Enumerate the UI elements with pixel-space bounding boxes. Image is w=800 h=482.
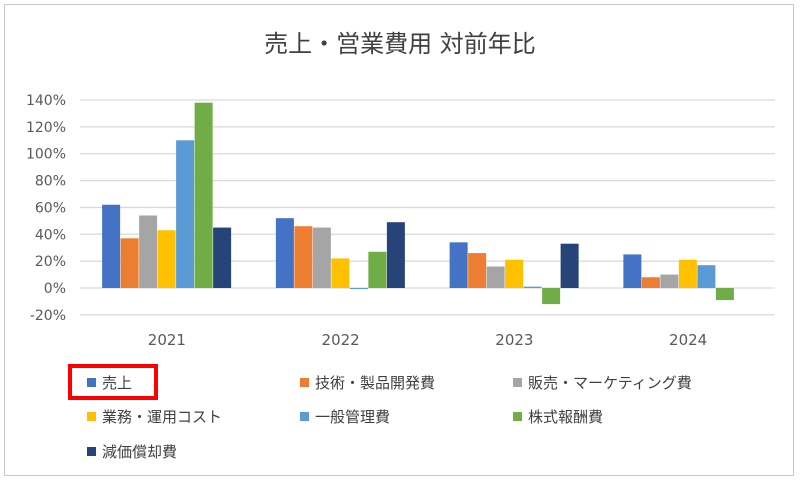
bar-2-0	[449, 242, 468, 288]
y-tick-label: 140%	[26, 93, 66, 109]
bar-0-3	[157, 230, 176, 288]
y-tick-label: -20%	[30, 308, 66, 324]
bar-3-3	[678, 259, 697, 288]
bar-0-5	[194, 102, 213, 288]
bar-3-0	[623, 254, 642, 288]
bar-0-1	[120, 238, 139, 288]
y-tick-label: 40%	[35, 227, 66, 243]
y-tick-label: 100%	[26, 147, 66, 163]
y-tick-label: 0%	[44, 281, 66, 297]
x-tick-label: 2021	[148, 331, 186, 349]
x-tick-label: 2024	[669, 331, 707, 349]
x-tick-label: 2022	[322, 331, 360, 349]
bar-0-4	[176, 140, 195, 288]
bar-0-6	[213, 227, 232, 288]
bar-2-3	[505, 259, 524, 288]
y-tick-label: 60%	[35, 200, 66, 216]
bar-1-1	[294, 226, 313, 288]
x-tick-label: 2023	[495, 331, 533, 349]
bar-3-1	[641, 277, 660, 288]
y-tick-label: 120%	[26, 120, 66, 136]
bar-1-5	[368, 251, 387, 288]
chart-title: 売上・営業費用 対前年比	[264, 30, 536, 58]
y-tick-label: 20%	[35, 254, 66, 270]
bar-1-4	[349, 288, 368, 289]
bar-3-5	[715, 288, 734, 301]
bar-1-3	[331, 258, 350, 288]
bar-0-2	[139, 215, 158, 288]
bar-2-4	[523, 286, 542, 288]
bar-1-0	[275, 218, 294, 288]
bar-3-4	[697, 265, 716, 288]
bar-2-1	[468, 253, 487, 288]
bar-0-0	[102, 204, 121, 288]
y-tick-label: 80%	[35, 174, 66, 190]
bar-2-2	[486, 266, 505, 288]
bar-1-2	[312, 227, 331, 288]
bar-2-5	[542, 288, 561, 305]
chart-frame	[4, 4, 794, 476]
bar-1-6	[386, 222, 405, 288]
bar-3-2	[660, 274, 679, 288]
bar-2-6	[560, 243, 579, 288]
legend-highlight-box	[68, 364, 158, 400]
